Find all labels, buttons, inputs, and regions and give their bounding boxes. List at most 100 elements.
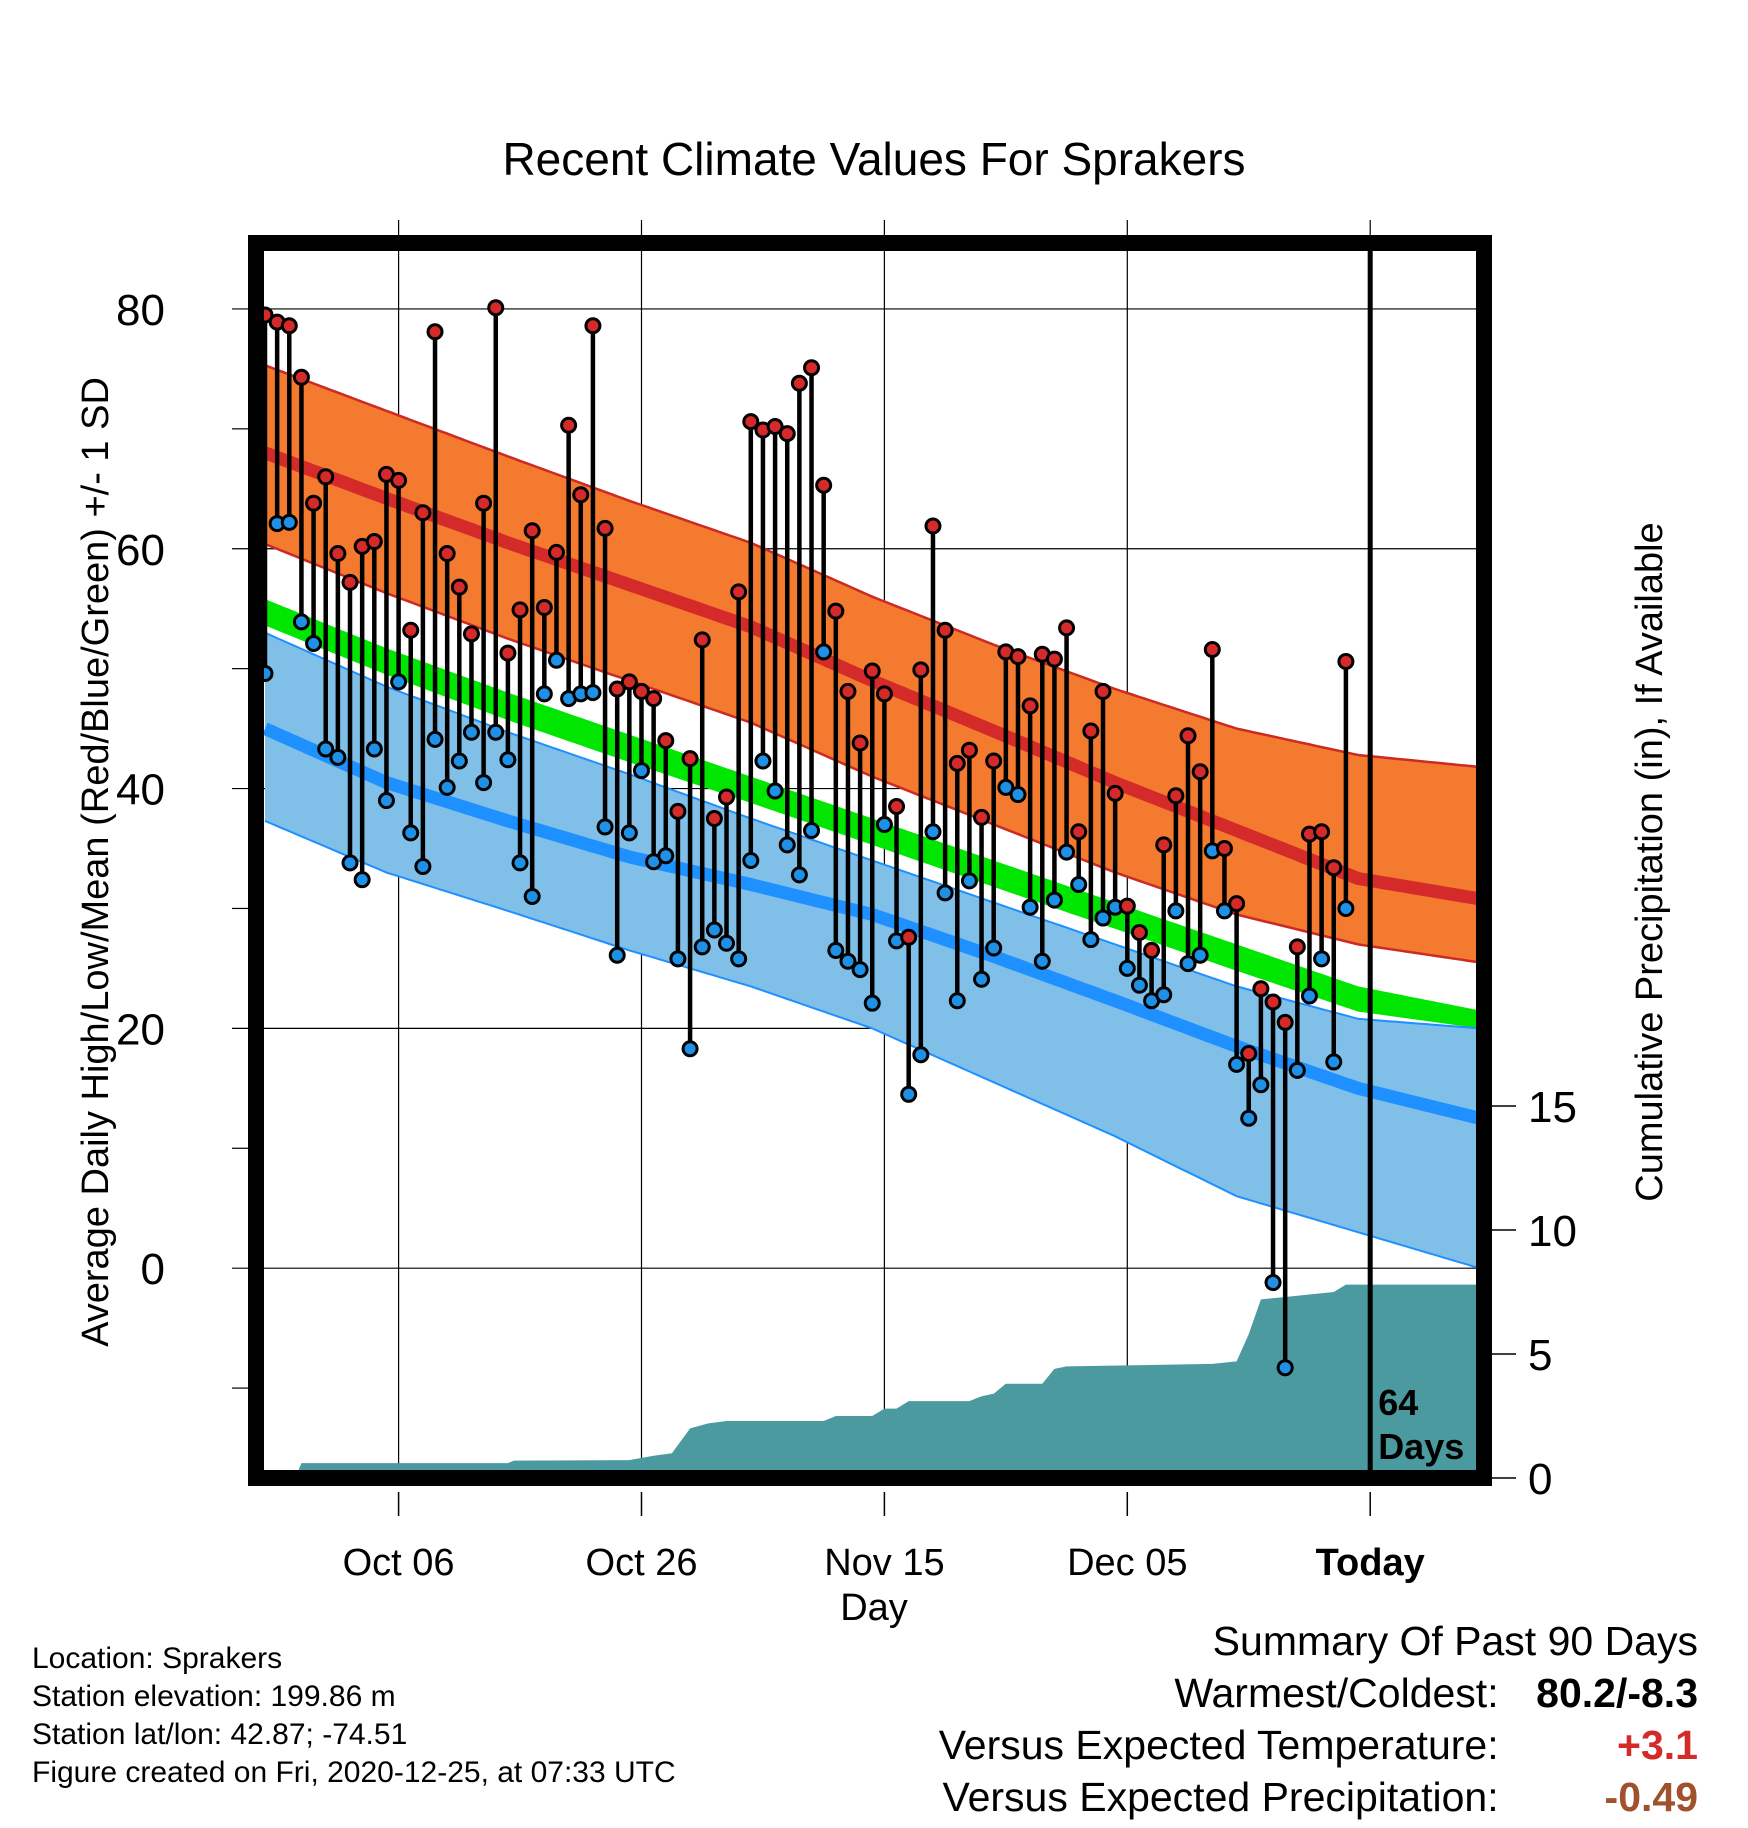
high-point-36 xyxy=(693,631,711,649)
high-point-4 xyxy=(305,494,323,512)
high-point-32 xyxy=(645,690,663,708)
y-tick-label-4: 80 xyxy=(116,286,165,335)
created-text: Figure created on Fri, 2020-12-25, at 07… xyxy=(32,1756,676,1789)
low-point-31 xyxy=(632,762,650,780)
low-point-69 xyxy=(1094,909,1112,927)
low-point-14 xyxy=(426,730,444,748)
low-point-85 xyxy=(1288,1061,1306,1079)
high-point-39 xyxy=(730,583,748,601)
high-point-30 xyxy=(620,673,638,691)
low-point-55 xyxy=(924,823,942,841)
high-point-84 xyxy=(1276,1013,1294,1031)
low-point-65 xyxy=(1045,891,1063,909)
low-point-38 xyxy=(718,934,736,952)
high-point-89 xyxy=(1337,652,1355,670)
high-point-22 xyxy=(523,522,541,540)
low-point-18 xyxy=(475,774,493,792)
high-point-55 xyxy=(924,517,942,535)
high-point-74 xyxy=(1155,836,1173,854)
high-point-54 xyxy=(912,661,930,679)
x-tick-label-3: Dec 05 xyxy=(1067,1542,1187,1584)
low-point-63 xyxy=(1021,898,1039,916)
low-point-39 xyxy=(730,950,748,968)
high-point-59 xyxy=(973,808,991,826)
high-point-65 xyxy=(1045,650,1063,668)
summary-title: Summary Of Past 90 Days xyxy=(1212,1618,1698,1664)
days-label-line-1: Days xyxy=(1378,1426,1464,1467)
y-tick-label-0: 0 xyxy=(141,1245,165,1294)
high-point-66 xyxy=(1058,619,1076,637)
warmest-coldest-value: 80.2/-8.3 xyxy=(1536,1670,1698,1716)
plot-frame xyxy=(248,235,1492,1486)
low-point-81 xyxy=(1240,1109,1258,1127)
today-line: 64 Days xyxy=(1367,243,1464,1478)
low-point-41 xyxy=(754,752,772,770)
temp-anomaly-value: +3.1 xyxy=(1617,1722,1698,1768)
high-point-60 xyxy=(985,752,1003,770)
low-point-11 xyxy=(390,673,408,691)
low-point-57 xyxy=(948,992,966,1010)
low-point-75 xyxy=(1167,902,1185,920)
high-point-70 xyxy=(1106,784,1124,802)
y2-tick-label-0: 0 xyxy=(1528,1455,1552,1504)
low-point-15 xyxy=(438,778,456,796)
station-info: Location: Sprakers Station elevation: 19… xyxy=(32,1640,676,1792)
low-point-40 xyxy=(742,852,760,869)
high-point-33 xyxy=(657,732,675,750)
low-point-27 xyxy=(584,684,602,702)
low-point-5 xyxy=(317,740,335,758)
low-point-61 xyxy=(997,778,1015,796)
elevation-text: Station elevation: 199.86 m xyxy=(32,1680,396,1713)
high-point-6 xyxy=(329,545,347,563)
low-point-80 xyxy=(1228,1055,1246,1073)
high-point-69 xyxy=(1094,682,1112,700)
low-point-64 xyxy=(1033,952,1051,970)
low-point-59 xyxy=(973,970,991,988)
high-point-71 xyxy=(1118,897,1136,915)
days-label-line-0: 64 xyxy=(1378,1382,1418,1423)
low-point-19 xyxy=(487,723,505,741)
low-point-37 xyxy=(705,921,723,939)
high-point-62 xyxy=(1009,648,1027,666)
high-point-72 xyxy=(1130,923,1148,941)
high-point-79 xyxy=(1215,840,1233,858)
axes: 0 20 40 60 80 0 5 10 15 Oct 06 Oct 26 Nov 15 Dec 05 T… xyxy=(116,286,1577,1584)
low-point-44 xyxy=(790,866,808,884)
low-point-87 xyxy=(1313,950,1331,968)
low-point-29 xyxy=(608,946,626,964)
days-label: 64 Days xyxy=(1378,1382,1464,1467)
low-point-50 xyxy=(863,994,881,1012)
high-point-29 xyxy=(608,680,626,698)
low-point-72 xyxy=(1130,976,1148,994)
high-point-47 xyxy=(827,602,845,620)
high-point-26 xyxy=(572,486,590,504)
y2-tick-label-1: 5 xyxy=(1528,1331,1552,1380)
y-tick-label-2: 40 xyxy=(116,766,165,815)
high-point-53 xyxy=(900,928,918,946)
low-point-23 xyxy=(535,685,553,703)
high-point-85 xyxy=(1288,938,1306,956)
low-point-10 xyxy=(377,792,395,810)
low-point-36 xyxy=(693,938,711,956)
high-point-11 xyxy=(390,471,408,489)
low-point-54 xyxy=(912,1046,930,1064)
high-point-82 xyxy=(1252,980,1270,998)
low-point-35 xyxy=(681,1040,699,1058)
low-point-24 xyxy=(547,651,565,669)
high-point-45 xyxy=(803,359,821,377)
high-upper-edge xyxy=(264,364,1480,769)
high-point-15 xyxy=(438,545,456,563)
high-point-3 xyxy=(292,368,310,386)
high-point-50 xyxy=(863,662,881,680)
high-point-21 xyxy=(511,601,529,619)
high-point-27 xyxy=(584,317,602,335)
x-tick-label-1: Oct 26 xyxy=(586,1542,698,1584)
low-point-7 xyxy=(341,854,359,872)
x-tick-label-2: Nov 15 xyxy=(824,1542,944,1584)
high-point-43 xyxy=(778,425,796,443)
low-point-6 xyxy=(329,748,347,766)
low-point-9 xyxy=(365,740,383,758)
high-point-77 xyxy=(1191,763,1209,781)
high-point-20 xyxy=(499,644,517,662)
low-point-51 xyxy=(875,816,893,834)
